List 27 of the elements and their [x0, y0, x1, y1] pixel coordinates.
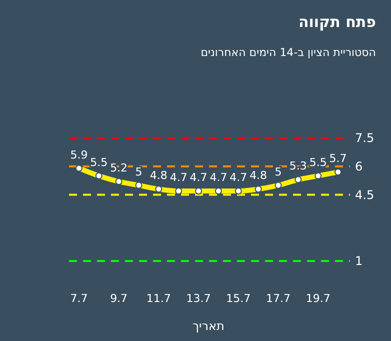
data-label: 5.3 [289, 160, 307, 173]
data-label: 5.5 [309, 156, 327, 169]
x-tick-label: 9.7 [110, 292, 128, 305]
ref-line-label: 4.5 [355, 188, 374, 202]
x-tick-label: 17.7 [266, 292, 290, 305]
data-label: 5 [274, 165, 282, 178]
ref-line-label: 7.5 [355, 131, 374, 145]
ref-line-label: 6 [355, 159, 363, 174]
data-label: 5 [135, 165, 142, 178]
chart-title: פתח תקווה [298, 13, 376, 31]
data-label: 4.7 [230, 170, 248, 184]
data-label: 4.7 [210, 170, 228, 184]
data-label: 4.8 [250, 169, 268, 182]
x-tick-label: 11.7 [146, 292, 171, 305]
x-axis-title: תאריך [192, 319, 224, 333]
data-label: 5.9 [70, 148, 88, 162]
x-tick-label: 7.7 [70, 292, 88, 305]
data-label: 5.5 [90, 156, 108, 169]
data-label: 5.7 [329, 152, 347, 166]
ref-line-label: 1 [355, 254, 363, 268]
x-tick-label: 13.7 [186, 292, 211, 305]
x-tick-label: 15.7 [226, 292, 251, 305]
chart-subtitle: הסטוריית הציון ב-14 הימים האחרונים [200, 46, 376, 59]
data-label: 4.7 [170, 170, 188, 184]
data-label: 4.8 [150, 169, 168, 182]
data-label: 4.7 [190, 170, 208, 184]
x-tick-label: 19.7 [306, 292, 330, 305]
